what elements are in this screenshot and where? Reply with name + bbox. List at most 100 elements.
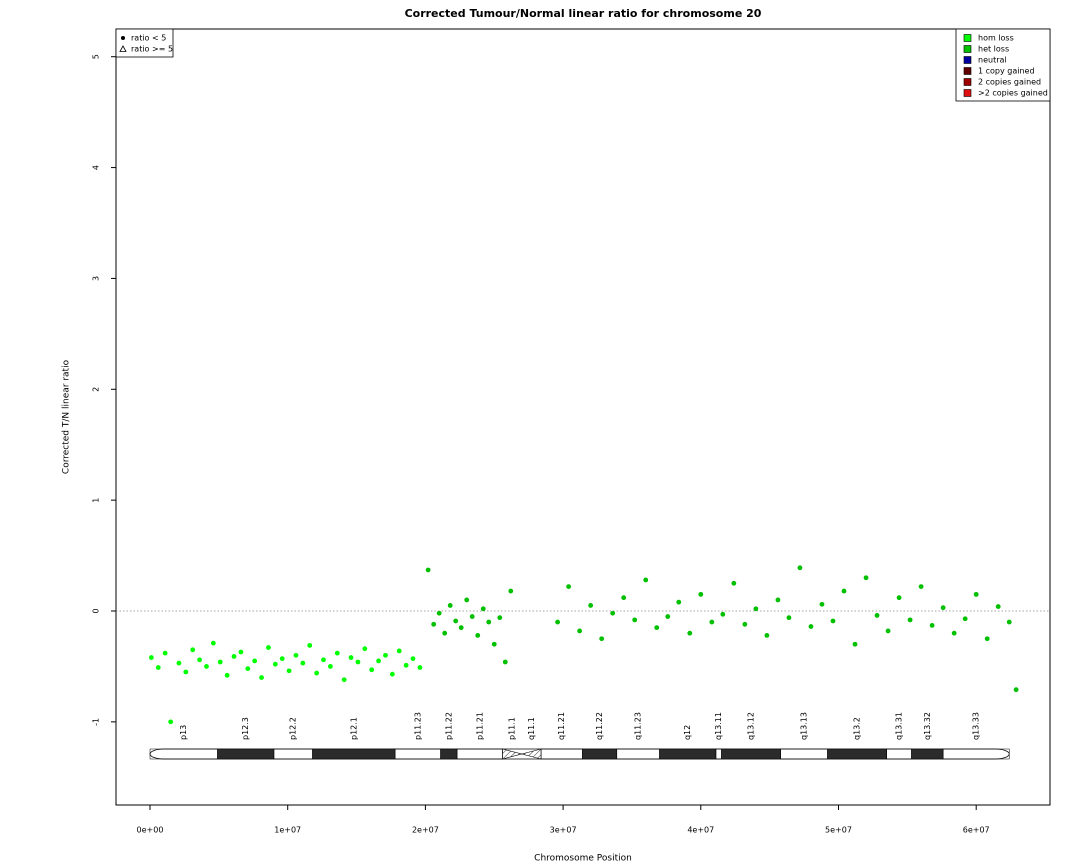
band-label: q11.22 <box>595 712 604 740</box>
data-point <box>210 640 216 646</box>
legend-swatch <box>963 67 972 75</box>
data-point <box>610 610 616 616</box>
x-axis-label: Chromosome Position <box>534 854 632 864</box>
x-tick-label: 6e+07 <box>963 826 990 835</box>
data-point <box>425 567 431 573</box>
band-label: q13.12 <box>747 712 756 740</box>
data-point <box>973 591 979 597</box>
data-point <box>279 656 285 662</box>
band-label: q11.21 <box>557 712 566 740</box>
data-point <box>819 601 825 607</box>
x-tick-label: 2e+07 <box>412 826 439 835</box>
data-point <box>300 660 306 666</box>
data-point <box>863 575 869 581</box>
data-point <box>508 588 514 594</box>
data-point <box>841 588 847 594</box>
band-label: q12 <box>683 725 692 740</box>
ideogram-band <box>582 748 618 760</box>
data-point <box>190 647 196 653</box>
data-point <box>566 584 572 590</box>
data-point <box>341 677 347 683</box>
x-tick-label: 1e+07 <box>274 826 301 835</box>
ideogram-band <box>659 748 717 760</box>
legend-label: hom loss <box>978 34 1014 43</box>
y-tick-label: 4 <box>92 165 101 170</box>
data-point <box>204 664 209 669</box>
data-point <box>453 618 459 624</box>
data-point <box>984 636 990 642</box>
data-point <box>447 603 453 608</box>
ideogram-band <box>911 748 944 760</box>
data-point <box>786 615 792 621</box>
data-point <box>238 649 244 655</box>
y-tick-label: 2 <box>92 387 101 392</box>
shape-legend-box <box>115 28 174 58</box>
data-point <box>183 669 189 675</box>
legend-swatch <box>963 45 972 53</box>
data-point <box>491 641 497 647</box>
data-point <box>896 595 902 601</box>
ideogram-band <box>440 748 458 760</box>
data-point <box>830 618 836 624</box>
data-point <box>676 599 682 605</box>
band-label: q11.1 <box>527 717 536 740</box>
data-point <box>436 610 442 616</box>
legend-box <box>955 28 1051 102</box>
data-point <box>480 606 486 612</box>
data-point <box>162 650 168 656</box>
data-point <box>410 656 416 662</box>
data-point <box>314 670 320 676</box>
legend-label: 2 copies gained <box>978 78 1041 87</box>
data-point <box>929 623 935 628</box>
band-label: p11.1 <box>508 717 517 740</box>
band-label: p12.3 <box>241 717 250 740</box>
data-point <box>259 675 264 680</box>
data-point <box>731 580 737 586</box>
data-point <box>168 719 174 725</box>
data-point <box>588 603 594 608</box>
band-label: p11.23 <box>413 712 422 740</box>
legend-label: >2 copies gained <box>978 89 1048 98</box>
band-label: p12.1 <box>349 717 358 740</box>
band-label: q13.31 <box>895 712 904 740</box>
y-tick-label: 1 <box>92 498 101 503</box>
data-point <box>176 660 182 666</box>
data-point <box>654 625 660 631</box>
data-point <box>687 630 693 636</box>
data-point <box>155 665 161 670</box>
legend-symbol <box>121 36 125 40</box>
data-point <box>469 614 475 619</box>
data-point <box>995 604 1001 609</box>
data-point <box>362 646 368 652</box>
data-point <box>334 650 340 656</box>
y-tick-label: -1 <box>92 718 101 726</box>
data-point <box>431 621 437 627</box>
data-point <box>403 662 409 668</box>
data-point <box>643 577 649 583</box>
data-point <box>775 597 781 603</box>
data-point <box>348 655 354 660</box>
data-point <box>417 665 423 670</box>
data-point <box>665 614 671 619</box>
band-label: q13.33 <box>972 712 981 740</box>
data-point <box>502 659 508 665</box>
data-point <box>709 619 715 625</box>
x-tick-label: 0e+00 <box>137 826 164 835</box>
data-point <box>962 616 968 622</box>
data-point <box>698 591 704 597</box>
chart-title: Corrected Tumour/Normal linear ratio for… <box>405 7 762 20</box>
band-label: q13.11 <box>714 712 723 740</box>
data-point <box>252 658 258 664</box>
legend-symbol <box>119 45 127 52</box>
centromere <box>502 748 523 760</box>
data-point <box>940 605 946 611</box>
data-point <box>885 628 891 634</box>
band-label: p11.21 <box>475 712 484 740</box>
y-tick-label: 0 <box>92 608 101 613</box>
band-label: p11.22 <box>444 712 453 740</box>
band-label: q13.13 <box>800 712 809 740</box>
data-point <box>307 642 313 648</box>
ideogram-band <box>721 748 781 760</box>
data-point <box>389 671 395 677</box>
